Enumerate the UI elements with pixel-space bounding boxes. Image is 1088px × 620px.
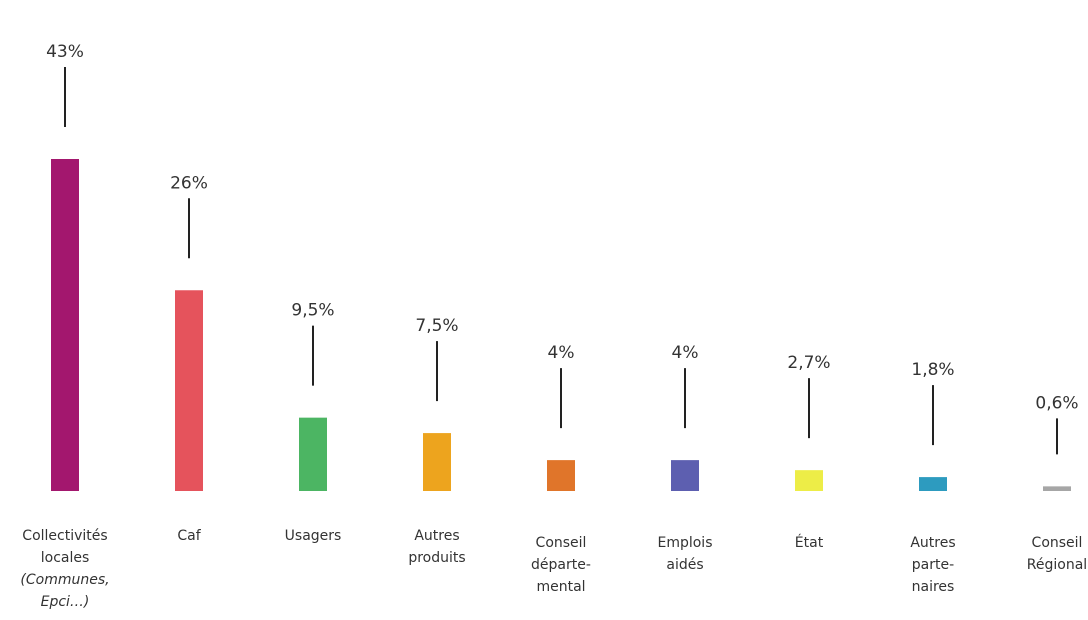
category-label-caf: Caf [177, 528, 201, 544]
category-label-autres-parte-naires: Autres [910, 535, 955, 551]
value-label-collectivites-locales: 43% [46, 42, 84, 62]
bar-autres-produits [423, 433, 451, 491]
category-note-collectivites-locales: (Communes, [20, 572, 109, 588]
value-labels-group: 43% 26% 9,5% 7,5% 4% 4% 2,7% 1,8% 0,6% [46, 42, 1079, 413]
category-label-conseil-regional: Conseil [1032, 535, 1083, 551]
category-note-collectivites-locales: Epci…) [41, 594, 90, 610]
value-label-usagers: 9,5% [291, 301, 334, 321]
value-label-conseil-departe-mental: 4% [548, 343, 575, 363]
value-label-autres-parte-naires: 1,8% [911, 360, 954, 380]
bar-caf [175, 290, 203, 491]
value-label-conseil-regional: 0,6% [1035, 393, 1078, 413]
value-label-emplois-aides: 4% [672, 343, 699, 363]
category-labels-group: Collectivités locales (Communes, Epci…) Caf U… [20, 528, 1087, 610]
bars-group [51, 159, 1071, 491]
value-label-autres-produits: 7,5% [415, 316, 458, 336]
category-label-emplois-aides: aidés [666, 557, 703, 573]
value-label-caf: 26% [170, 173, 208, 193]
category-label-autres-parte-naires: naires [912, 579, 955, 595]
bar-collectivites-locales [51, 159, 79, 491]
value-label-etat: 2,7% [787, 353, 830, 373]
category-label-collectivites-locales: Collectivités [22, 528, 107, 544]
category-label-usagers: Usagers [285, 528, 342, 544]
category-label-autres-produits: produits [408, 550, 465, 566]
bar-etat [795, 470, 823, 491]
category-label-etat: État [795, 534, 824, 551]
category-label-autres-produits: Autres [414, 528, 459, 544]
leader-lines-group [64, 67, 1058, 455]
bar-autres-parte-naires [919, 477, 947, 491]
category-label-conseil-regional: Régional [1027, 557, 1087, 573]
category-label-conseil-departe-mental: départe- [531, 557, 591, 573]
bar-conseil-regional [1043, 486, 1071, 491]
bar-emplois-aides [671, 460, 699, 491]
bar-usagers [299, 417, 327, 491]
category-label-conseil-departe-mental: mental [536, 579, 585, 595]
category-label-conseil-departe-mental: Conseil [536, 535, 587, 551]
category-label-autres-parte-naires: parte- [912, 557, 954, 573]
category-label-emplois-aides: Emplois [657, 535, 712, 551]
bar-conseil-departe-mental [547, 460, 575, 491]
category-label-collectivites-locales: locales [41, 550, 90, 566]
